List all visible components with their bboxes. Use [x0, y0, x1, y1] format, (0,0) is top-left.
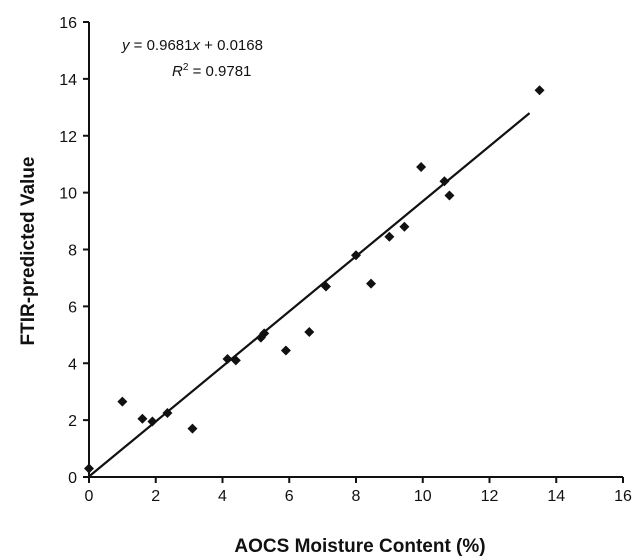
data-point: [399, 221, 410, 232]
r2-sup: 2: [183, 62, 189, 73]
data-point: [439, 176, 450, 187]
data-point: [416, 162, 427, 173]
data-point: [162, 408, 173, 419]
data-point: [259, 328, 270, 339]
y-axis-title: FTIR-predicted Value: [18, 157, 39, 346]
y-tick-label: 8: [68, 243, 77, 260]
y-tick-label: 4: [68, 356, 77, 373]
x-tick-label: 8: [352, 488, 361, 505]
data-points: [84, 85, 545, 474]
y-tick-label: 12: [59, 129, 77, 146]
data-point: [304, 326, 315, 337]
x-tick-label: 2: [151, 488, 160, 505]
equation-suffix: + 0.0168: [200, 37, 263, 54]
y-tick-label: 0: [68, 470, 77, 487]
equation-prefix: y: [121, 37, 131, 54]
x-axis-title: AOCS Moisture Content (%): [234, 536, 485, 557]
data-point: [280, 345, 291, 356]
data-point: [137, 413, 148, 424]
equation-mid: = 0.9681: [130, 37, 193, 54]
data-point: [147, 416, 158, 427]
r2-prefix: R: [172, 63, 183, 80]
trendline: [88, 112, 531, 478]
y-axis-ticks: 0 2 4 6 8 10 12 14 16: [59, 15, 89, 487]
y-tick-label: 14: [59, 72, 77, 89]
x-tick-label: 12: [481, 488, 499, 505]
data-point: [84, 463, 94, 474]
x-axis-ticks: 0 2 4 6 8 10 12 14 16: [85, 477, 632, 505]
y-tick-label: 6: [68, 299, 77, 316]
y-tick-label: 10: [59, 186, 77, 203]
equation-label: y = 0.9681x + 0.0168: [121, 37, 263, 54]
x-tick-label: 16: [614, 488, 632, 505]
data-point: [366, 278, 377, 289]
r2-suffix: = 0.9781: [188, 63, 251, 80]
data-point: [534, 85, 545, 96]
data-point: [384, 231, 395, 242]
x-tick-label: 10: [414, 488, 432, 505]
data-point: [187, 423, 198, 434]
equation-var: x: [191, 37, 200, 54]
y-tick-label: 2: [68, 413, 77, 430]
x-tick-label: 4: [218, 488, 227, 505]
data-point: [320, 281, 331, 292]
data-point: [222, 353, 233, 364]
x-tick-label: 14: [547, 488, 565, 505]
r-squared-label: R2 = 0.9781: [172, 62, 251, 80]
y-tick-label: 16: [59, 15, 77, 32]
x-tick-label: 6: [285, 488, 294, 505]
data-point: [444, 190, 455, 201]
data-point: [230, 355, 241, 366]
data-point: [351, 250, 361, 261]
data-point: [117, 396, 128, 407]
x-tick-label: 0: [85, 488, 94, 505]
